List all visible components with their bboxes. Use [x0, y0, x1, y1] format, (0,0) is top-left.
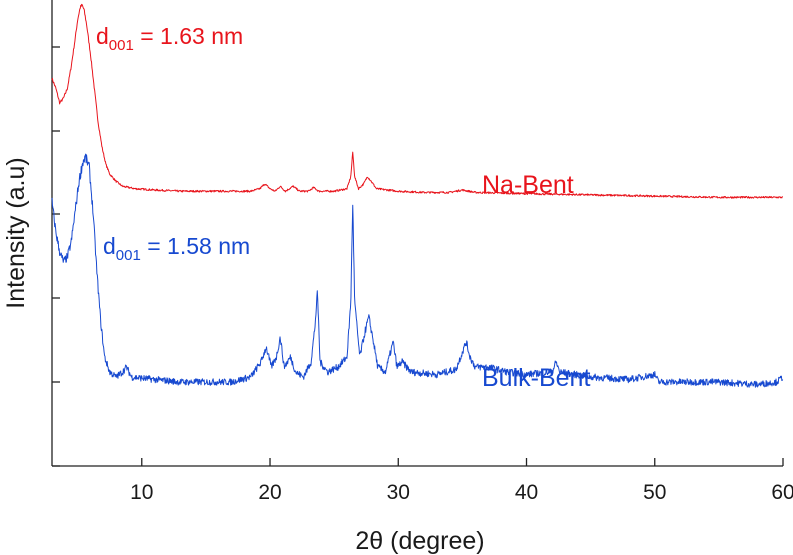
x-tick-label: 50 — [643, 481, 666, 504]
series-line-bulk-bent — [51, 153, 784, 388]
anno-bulk-rest: = 1.58 nm — [141, 233, 250, 259]
x-tick-label: 10 — [130, 481, 153, 504]
annotation-bulk-bent: d001 = 1.58 nm — [103, 233, 250, 264]
axes: 10 20 30 40 50 60 — [51, 0, 793, 504]
x-tick-label: 60 — [771, 481, 793, 504]
label-na-bent: Na-Bent — [482, 171, 574, 199]
series-layer — [51, 3, 784, 388]
x-ticks: 10 20 30 40 50 60 — [130, 458, 793, 504]
x-tick-label: 30 — [387, 481, 410, 504]
anno-bulk-d: d — [103, 233, 116, 259]
series-line-na-bent — [51, 3, 783, 199]
label-bulk-bent: Bulk-Bent — [482, 364, 590, 392]
x-axis-title: 2θ (degree) — [355, 527, 484, 555]
anno-na-d: d — [96, 23, 109, 49]
annotation-na-bent: d001 = 1.63 nm — [96, 23, 243, 54]
y-axis-title: Intensity (a.u) — [2, 157, 30, 308]
x-tick-label: 20 — [258, 481, 281, 504]
x-tick-label: 40 — [515, 481, 538, 504]
y-ticks — [52, 46, 60, 467]
anno-bulk-sub: 001 — [116, 247, 141, 264]
anno-na-sub: 001 — [109, 37, 134, 54]
anno-na-rest: = 1.63 nm — [134, 23, 243, 49]
